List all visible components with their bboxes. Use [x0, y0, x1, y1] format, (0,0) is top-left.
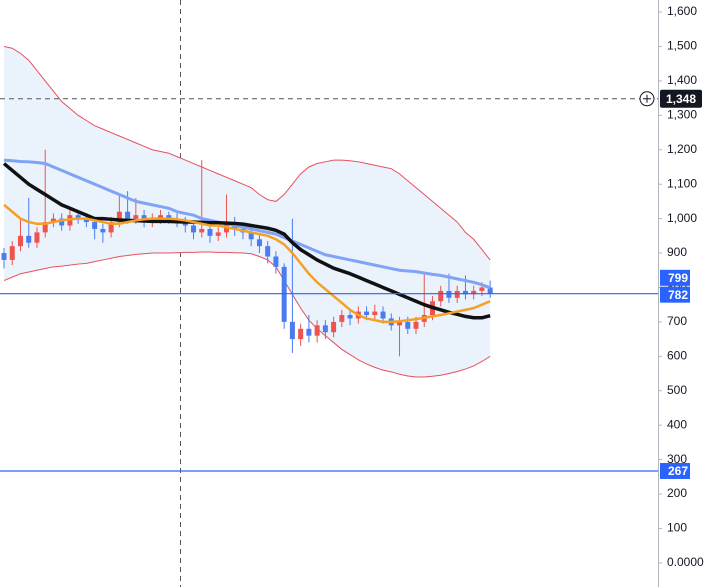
candle-body [9, 246, 15, 260]
candle-body [273, 256, 279, 267]
candle-body [364, 311, 370, 316]
y-tick-label: 1,400 [667, 73, 697, 87]
candle-body [215, 232, 221, 236]
y-tick-label: 200 [667, 486, 687, 500]
candle-body [446, 290, 452, 298]
price-tag-label: 799 [668, 271, 688, 285]
y-tick-label: 100 [667, 521, 687, 535]
candle-body [158, 215, 164, 219]
candle-body [380, 311, 386, 319]
y-tick-label: 900 [667, 245, 687, 259]
candle-body [339, 315, 345, 322]
candle-body [100, 228, 106, 233]
price-tag-label: 267 [668, 464, 688, 478]
price-tag-label: 782 [668, 288, 688, 302]
candle-body [454, 290, 460, 298]
candle-body [1, 253, 7, 260]
y-tick-label: 1,000 [667, 211, 697, 225]
moving-average [3, 203, 491, 324]
candle-body [487, 287, 493, 294]
candle-body [34, 232, 40, 243]
candle-body [306, 328, 312, 336]
candle-body [314, 325, 320, 336]
candle-body [207, 228, 213, 236]
band-lower [3, 251, 491, 378]
candle-body [83, 218, 89, 223]
candle-body [125, 211, 131, 219]
candle-body [166, 215, 172, 219]
candle-body [322, 325, 328, 333]
candle-body [479, 287, 485, 291]
candle-body [462, 290, 468, 295]
candle-body [42, 222, 48, 233]
y-tick-label: 1,500 [667, 39, 697, 53]
band-fill [4, 46, 491, 377]
candle-body [59, 218, 65, 226]
price-tag [660, 269, 690, 286]
candle-body [289, 321, 295, 340]
candle-body [265, 246, 271, 257]
candle-body [331, 321, 337, 333]
y-tick-label: 300 [667, 452, 687, 466]
candle-body [199, 228, 205, 233]
candle-body [248, 232, 254, 240]
candle-body [405, 321, 411, 329]
candle-body [347, 315, 353, 319]
price-tag [660, 286, 690, 303]
crosshair-tag [660, 89, 702, 108]
crosshair-label: 1,348 [666, 92, 696, 106]
moving-average [2, 162, 491, 320]
y-tick-label: 1,200 [667, 142, 697, 156]
moving-average [3, 158, 491, 290]
y-tick-label: 0.0000 [667, 555, 704, 569]
price-tag [660, 462, 690, 479]
candle-body [108, 222, 114, 233]
candle-body [50, 218, 56, 223]
candle-body [256, 239, 262, 247]
candle-body [438, 290, 444, 302]
candle-body [471, 290, 477, 295]
y-tick-label: 400 [667, 417, 687, 431]
band-upper [3, 45, 491, 261]
candle-body [116, 211, 122, 223]
candle-body [133, 215, 139, 219]
candle-body [372, 311, 378, 316]
candle-body [281, 266, 287, 322]
candle-body [298, 328, 304, 340]
candle-body [92, 222, 98, 229]
y-tick-label: 1,300 [667, 108, 697, 122]
y-tick-label: 700 [667, 314, 687, 328]
candle-body [17, 235, 23, 247]
candle-body [191, 225, 197, 233]
add-icon [643, 94, 651, 103]
y-tick-label: 500 [667, 383, 687, 397]
candle-body [75, 215, 81, 219]
y-tick-label: 1,600 [667, 4, 697, 18]
y-tick-label: 600 [667, 349, 687, 363]
candle-body [397, 321, 403, 326]
y-tick-label: 1,100 [667, 176, 697, 190]
candle-body [26, 235, 32, 243]
candle-body [413, 321, 419, 329]
